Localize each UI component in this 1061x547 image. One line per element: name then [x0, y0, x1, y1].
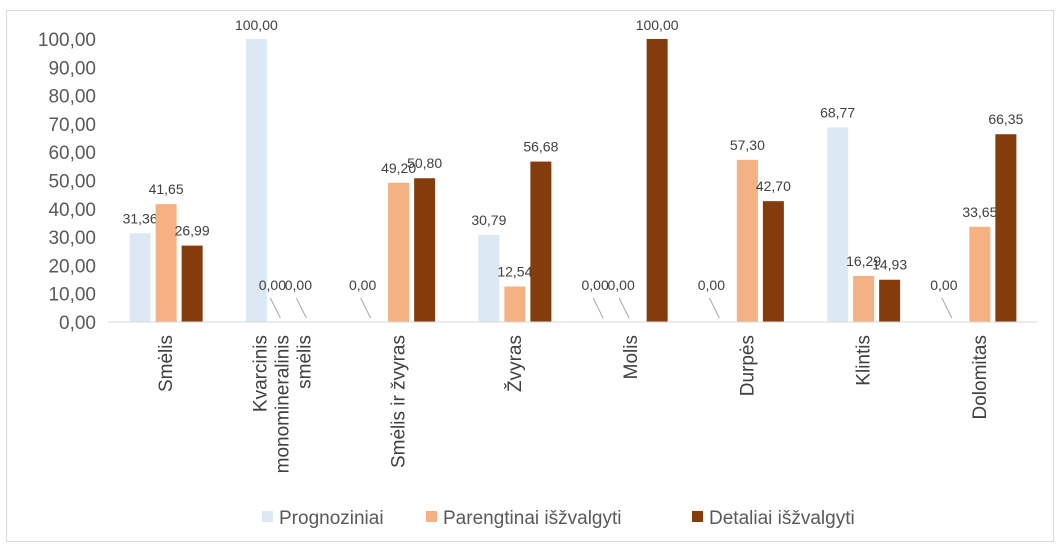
y-tick-label: 40,00 — [48, 200, 96, 221]
legend-label: Parengtinai išžvalgyti — [443, 508, 621, 529]
y-tick-label: 60,00 — [48, 143, 96, 164]
y-tick-label: 70,00 — [48, 115, 96, 136]
data-label: 42,70 — [756, 178, 791, 194]
bar — [155, 204, 177, 322]
category-label: Kvarcinis — [250, 335, 271, 412]
data-label: 0,00 — [349, 277, 376, 293]
label-leader-line — [708, 297, 720, 319]
bar — [762, 201, 784, 322]
y-tick-label: 90,00 — [48, 58, 96, 79]
data-label: 100,00 — [636, 17, 679, 33]
data-label: 41,65 — [149, 181, 184, 197]
category-label: monomineralinis — [272, 335, 293, 473]
bar — [414, 178, 436, 322]
data-label: 49,20 — [381, 160, 416, 176]
category-label: Molis — [621, 335, 642, 379]
data-label: 66,35 — [988, 111, 1023, 127]
data-label: 68,77 — [820, 104, 855, 120]
y-tick-label: 30,00 — [48, 228, 96, 249]
data-label: 0,00 — [698, 277, 725, 293]
category-label: Dolomitas — [970, 335, 991, 419]
bar — [995, 134, 1017, 322]
category-label: Klintis — [854, 335, 875, 386]
category-label: Smėlis — [156, 335, 177, 392]
bar — [853, 275, 875, 322]
chart-frame — [6, 10, 1054, 542]
category-label: Žvyras — [504, 335, 526, 392]
bar — [478, 234, 500, 322]
bar — [879, 279, 901, 322]
category-label: Smėlis ir žvyras — [389, 335, 410, 468]
category-label: Durpės — [737, 335, 758, 396]
bar — [827, 127, 849, 323]
bar — [181, 245, 203, 322]
data-label: 12,54 — [497, 264, 532, 280]
data-label: 16,29 — [846, 253, 881, 269]
y-tick-label: 80,00 — [48, 87, 96, 108]
bar — [969, 226, 991, 322]
label-leader-line — [618, 297, 630, 319]
data-label: 0,00 — [582, 277, 609, 293]
bar — [646, 39, 668, 322]
category-label: smėlis — [294, 335, 315, 389]
bar — [245, 39, 267, 322]
y-tick-label: 10,00 — [48, 285, 96, 306]
data-label: 100,00 — [235, 17, 278, 33]
data-label: 30,79 — [471, 212, 506, 228]
label-leader-line — [295, 297, 307, 319]
data-label: 56,68 — [523, 139, 558, 155]
legend-swatch — [692, 511, 703, 522]
data-label: 26,99 — [175, 223, 210, 239]
data-label: 50,80 — [407, 155, 442, 171]
data-label: 0,00 — [259, 277, 286, 293]
bar — [736, 159, 758, 322]
data-label: 0,00 — [608, 277, 635, 293]
y-tick-label: 50,00 — [48, 172, 96, 193]
y-tick-label: 100,00 — [38, 30, 96, 51]
legend-swatch — [426, 511, 437, 522]
bar — [388, 182, 410, 322]
y-tick-label: 20,00 — [48, 256, 96, 277]
label-leader-line — [360, 297, 372, 319]
legend-label: Prognoziniai — [279, 508, 384, 529]
legend-label: Detaliai išžvalgyti — [709, 508, 855, 529]
label-leader-line — [269, 297, 281, 319]
bar — [129, 233, 151, 322]
data-label: 0,00 — [930, 277, 957, 293]
label-leader-line — [941, 297, 953, 319]
data-label: 57,30 — [730, 137, 765, 153]
data-label: 0,00 — [285, 277, 312, 293]
data-label: 14,93 — [872, 257, 907, 273]
data-label: 33,65 — [962, 204, 997, 220]
bar — [504, 286, 526, 322]
legend-swatch — [262, 511, 273, 522]
data-label: 31,36 — [123, 210, 158, 226]
y-tick-label: 0,00 — [59, 313, 96, 334]
label-leader-line — [592, 297, 604, 319]
bar — [530, 161, 552, 322]
